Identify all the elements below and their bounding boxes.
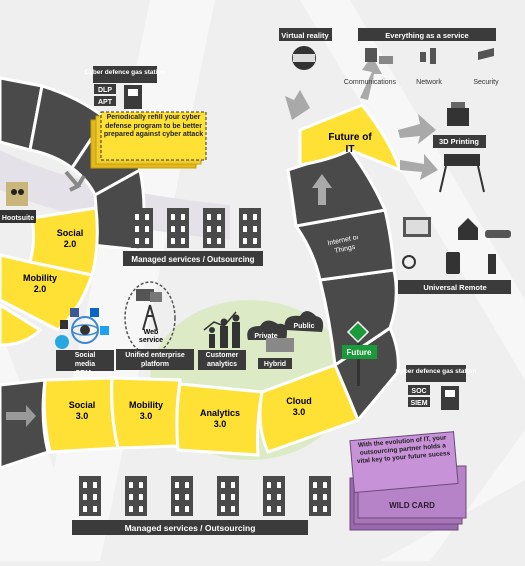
cloud-public-label: Public	[293, 323, 314, 330]
universal-remote-group	[398, 217, 511, 294]
hybrid-label: Hybrid	[264, 361, 286, 368]
mobility30-label: Mobility 3.0	[129, 400, 163, 421]
everything-item-communications: Communications	[344, 79, 397, 86]
iot-label-box: Internet of Things	[326, 236, 360, 256]
mobility-2-tile	[0, 253, 94, 332]
everything-item-security: Security	[473, 79, 499, 86]
future-sign	[342, 320, 377, 386]
left-station-item-dlp: DLP	[98, 87, 112, 94]
printing-3d-group	[433, 102, 486, 193]
future-it-label-box: Future of IT	[328, 132, 372, 155]
customer-analytics-label-box: Customer analytics	[205, 352, 239, 368]
everything-service-group	[358, 28, 496, 64]
universal-remote-label: Universal Remote	[423, 283, 486, 292]
social30-label: Social 3.0	[68, 400, 96, 421]
everything-item-network: Network	[416, 79, 442, 86]
social20-label: Social 2.0	[56, 228, 84, 249]
analytics30-label: Analytics 3.0	[199, 408, 241, 429]
web-service-label: Web service	[138, 329, 164, 344]
mobility30-label-box: Mobility 3.0	[129, 400, 163, 421]
iot-tile	[293, 208, 396, 282]
mobility20-label-box: Mobility 2.0	[23, 273, 57, 294]
right-station-item-siem: SIEM	[410, 400, 427, 407]
bottom-curve	[0, 325, 400, 470]
managed-buildings-bottom	[79, 476, 331, 516]
web-service-label-box: Web service	[138, 329, 164, 344]
social30-label-box: Social 3.0	[68, 400, 96, 421]
left-station-item-apt: APT	[98, 99, 113, 106]
virtual-reality-group	[279, 28, 332, 70]
right-station-item-soc: SOC	[411, 388, 426, 395]
unified-label: Unified enterprise platform	[125, 352, 185, 368]
right-gas-station	[406, 365, 466, 410]
social-media-icons	[55, 308, 114, 371]
left-gas-station	[93, 66, 157, 109]
unified-label-box: Unified enterprise platform	[125, 352, 185, 368]
managed-buildings-top	[131, 208, 261, 248]
customer-analytics-group	[198, 311, 246, 370]
future-sign-label: Future	[347, 348, 372, 357]
left-note-text-box: Periodically refill your cyber defense p…	[103, 114, 204, 138]
crms-label: Social media CRMs	[74, 352, 96, 371]
wild-card-label: WILD CARD	[389, 501, 435, 510]
hootsuite-logo	[0, 182, 36, 223]
everything-service-title: Everything as a service	[385, 31, 468, 40]
left-station-title: Cyber defence gas station	[85, 69, 166, 76]
managed-bottom-label: Managed services / Outsourcing	[125, 523, 256, 533]
mobility20-label: Mobility 2.0	[23, 273, 57, 294]
printing-3d-label: 3D Printing	[439, 137, 479, 146]
cloud30-label-box: Cloud 3.0	[286, 396, 312, 417]
iot-label: Internet of Things	[326, 236, 360, 256]
left-note	[90, 111, 207, 169]
left-note-text: Periodically refill your cyber defense p…	[103, 114, 204, 138]
future-it-label: Future of IT	[328, 132, 372, 155]
wild-card-text-box: With the evolution of IT, your outsourci…	[357, 434, 451, 465]
virtual-reality-label: Virtual reality	[281, 31, 329, 40]
right-curve	[286, 103, 403, 368]
managed-top-label: Managed services / Outsourcing	[131, 255, 254, 264]
left-yellow-tiles	[0, 206, 99, 347]
analytics30-label-box: Analytics 3.0	[199, 408, 241, 429]
future-arrows	[285, 56, 438, 180]
crms-label-box: Social media CRMs	[74, 352, 96, 371]
customer-analytics-label: Customer analytics	[205, 352, 239, 368]
cloud-private-label: Private	[254, 333, 277, 340]
hootsuite-label: Hootsuite	[2, 215, 34, 222]
wild-card-stack	[349, 431, 467, 531]
text-layer: Cyber defence gas station DLP APT Period…	[2, 31, 499, 533]
hybrid-cloud-group	[247, 311, 324, 369]
social20-label-box: Social 2.0	[56, 228, 84, 249]
cloud30-label: Cloud 3.0	[286, 396, 312, 417]
web-service-group	[116, 281, 194, 370]
right-station-title-1: Cyber defence gas station	[396, 368, 477, 375]
